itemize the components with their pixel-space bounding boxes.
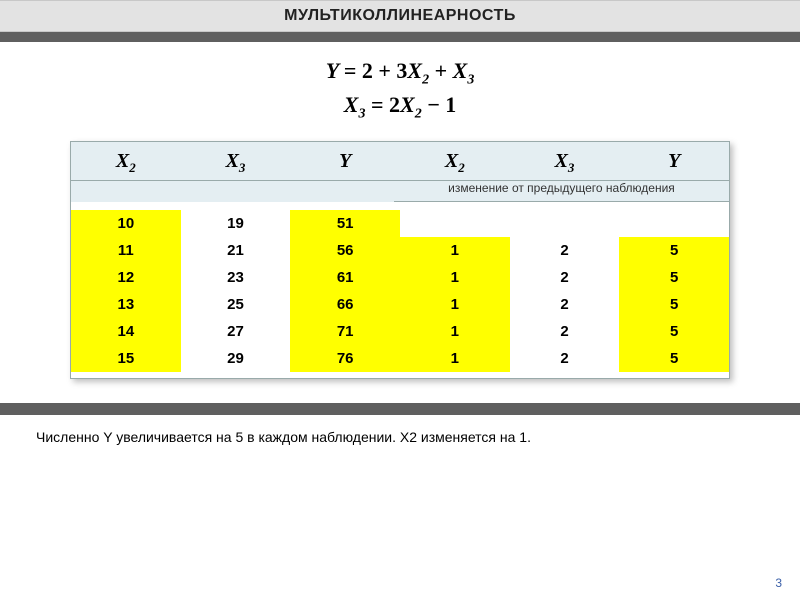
cell: 56 bbox=[290, 237, 400, 264]
table-header-right: X2 X3 Y bbox=[400, 142, 729, 180]
cell: 2 bbox=[510, 264, 620, 291]
cell: 13 bbox=[71, 291, 181, 318]
table-row: 152976125 bbox=[71, 345, 729, 372]
cell: 25 bbox=[181, 291, 291, 318]
table-header-row: X2 X3 Y X2 X3 Y bbox=[71, 142, 729, 181]
cell: 51 bbox=[290, 210, 400, 237]
cell bbox=[400, 210, 510, 237]
cell: 1 bbox=[400, 264, 510, 291]
hdr-y-right: Y bbox=[619, 142, 729, 180]
cell: 71 bbox=[290, 318, 400, 345]
caption-text: Численно Y увеличивается на 5 в каждом н… bbox=[0, 415, 800, 445]
table-header-left: X2 X3 Y bbox=[71, 142, 400, 180]
cell: 5 bbox=[619, 264, 729, 291]
slide-title: МУЛЬТИКОЛЛИНЕАРНОСТЬ bbox=[0, 0, 800, 32]
hdr-x3-left: X3 bbox=[181, 142, 291, 180]
divider-bar-bottom bbox=[0, 403, 800, 415]
cell: 2 bbox=[510, 345, 620, 372]
cell: 10 bbox=[71, 210, 181, 237]
table-row: 122361125 bbox=[71, 264, 729, 291]
cell: 2 bbox=[510, 318, 620, 345]
cell: 1 bbox=[400, 237, 510, 264]
cell: 61 bbox=[290, 264, 400, 291]
cell: 23 bbox=[181, 264, 291, 291]
table-right-subtitle: изменение от предыдущего наблюдения bbox=[394, 181, 729, 202]
cell: 29 bbox=[181, 345, 291, 372]
cell: 1 bbox=[400, 345, 510, 372]
table-body: 1019511121561251223611251325661251427711… bbox=[71, 202, 729, 378]
cell: 11 bbox=[71, 237, 181, 264]
cell: 5 bbox=[619, 291, 729, 318]
page-number: 3 bbox=[775, 576, 782, 590]
hdr-x2-left: X2 bbox=[71, 142, 181, 180]
cell: 19 bbox=[181, 210, 291, 237]
cell: 5 bbox=[619, 318, 729, 345]
cell: 5 bbox=[619, 345, 729, 372]
cell: 14 bbox=[71, 318, 181, 345]
cell: 1 bbox=[400, 318, 510, 345]
cell: 12 bbox=[71, 264, 181, 291]
divider-bar-top bbox=[0, 32, 800, 42]
table-row: 142771125 bbox=[71, 318, 729, 345]
hdr-y-left: Y bbox=[290, 142, 400, 180]
formula-line-1: Y = 2 + 3X2 + X3 bbox=[0, 56, 800, 90]
cell: 5 bbox=[619, 237, 729, 264]
cell: 21 bbox=[181, 237, 291, 264]
formula-line-2: X3 = 2X2 − 1 bbox=[0, 90, 800, 124]
cell bbox=[510, 210, 620, 237]
cell: 66 bbox=[290, 291, 400, 318]
table-row: 112156125 bbox=[71, 237, 729, 264]
table-row: 132566125 bbox=[71, 291, 729, 318]
cell bbox=[619, 210, 729, 237]
table-row: 101951 bbox=[71, 210, 729, 237]
slide: МУЛЬТИКОЛЛИНЕАРНОСТЬ Y = 2 + 3X2 + X3 X3… bbox=[0, 0, 800, 600]
formula-block: Y = 2 + 3X2 + X3 X3 = 2X2 − 1 bbox=[0, 42, 800, 141]
cell: 2 bbox=[510, 237, 620, 264]
hdr-x2-right: X2 bbox=[400, 142, 510, 180]
cell: 15 bbox=[71, 345, 181, 372]
cell: 1 bbox=[400, 291, 510, 318]
data-table: X2 X3 Y X2 X3 Y изменение от предыдущего… bbox=[70, 141, 730, 379]
cell: 2 bbox=[510, 291, 620, 318]
cell: 27 bbox=[181, 318, 291, 345]
table-subheader-row: изменение от предыдущего наблюдения bbox=[71, 181, 729, 202]
cell: 76 bbox=[290, 345, 400, 372]
hdr-x3-right: X3 bbox=[510, 142, 620, 180]
